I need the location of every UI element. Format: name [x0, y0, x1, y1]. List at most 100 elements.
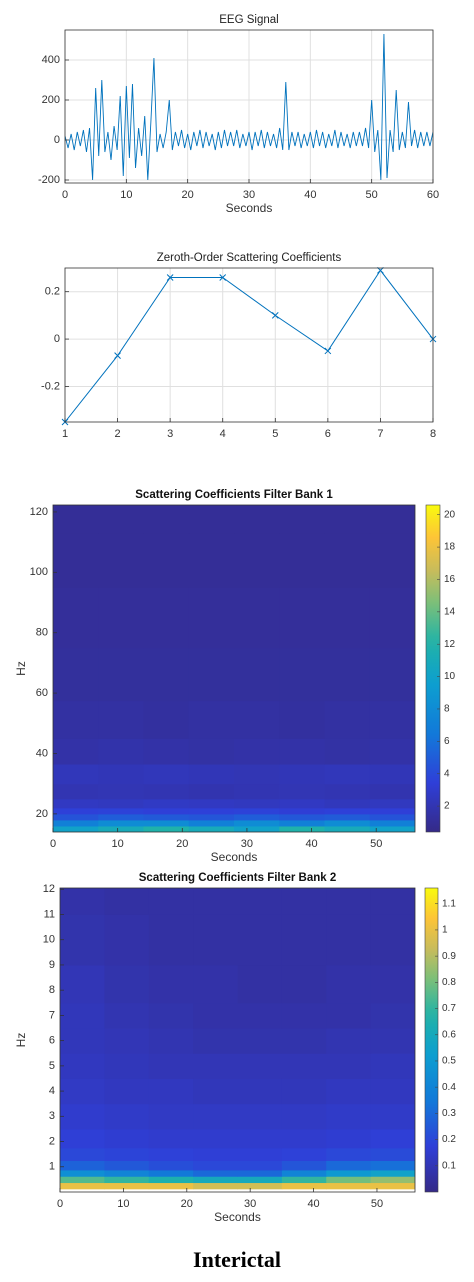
heatmap-cell	[370, 1160, 415, 1171]
x-tick-label: 6	[325, 428, 331, 440]
chart-title: Zeroth-Order Scattering Coefficients	[157, 252, 342, 264]
heatmap-cell	[370, 1128, 415, 1149]
x-tick-label: 50	[366, 189, 378, 201]
heatmap-cell	[104, 1078, 150, 1105]
heatmap-cell	[193, 1128, 238, 1149]
heatmap-cell	[326, 1147, 372, 1161]
x-tick-label: 10	[120, 189, 132, 201]
heatmap-cell	[370, 1002, 415, 1029]
heatmap-cell	[279, 825, 325, 832]
heatmap-cell	[369, 505, 415, 534]
heatmap-cell	[281, 1078, 327, 1105]
heatmap-cell	[234, 533, 280, 588]
heatmap-cell	[60, 1128, 105, 1149]
heatmap-cell	[369, 813, 415, 821]
heatmap-cell	[281, 914, 327, 966]
x-tick-label: 0	[62, 189, 68, 201]
x-tick-label: 40	[307, 1198, 319, 1210]
heatmap-cell	[324, 700, 371, 739]
heatmap-cell	[279, 807, 325, 815]
heatmap-cell	[98, 813, 144, 821]
heatmap-cell	[324, 819, 371, 827]
heatmap-cell	[53, 700, 99, 739]
colorbar-tick-label: 0.1	[442, 1160, 456, 1171]
heatmap-cell	[370, 1169, 415, 1177]
line	[65, 33, 433, 181]
y-tick-label: 2	[49, 1135, 55, 1147]
heatmap-cell	[104, 888, 150, 915]
colorbar-tick-label: 8	[444, 704, 450, 715]
y-tick-label: 20	[36, 808, 48, 820]
heatmap-cell	[237, 1147, 283, 1161]
heatmap-cell	[234, 764, 280, 785]
heatmap-cell	[279, 764, 325, 785]
heatmap-cell	[324, 813, 371, 821]
heatmap-cell	[53, 647, 99, 702]
heatmap-cell	[148, 1053, 194, 1079]
y-tick-label: 7	[49, 1009, 55, 1021]
heatmap-cell	[281, 1169, 327, 1177]
heatmap-cells	[60, 888, 415, 1190]
heatmap-cell	[279, 505, 325, 534]
heatmap-cell	[237, 1182, 283, 1190]
heatmap-cell	[188, 533, 235, 588]
heatmap-cell	[234, 783, 280, 800]
y-axis-label: Hz	[14, 1033, 28, 1048]
x-axis-label: Seconds	[226, 201, 273, 215]
heatmap-cell	[326, 1002, 372, 1029]
x-tick-label: 50	[370, 838, 382, 850]
marker	[219, 274, 227, 281]
heatmap-cell	[98, 764, 144, 785]
series	[65, 269, 433, 422]
chart-title: Scattering Coefficients Filter Bank 2	[139, 872, 336, 884]
y-tick-label: 60	[36, 687, 48, 699]
heatmap-cell	[370, 964, 415, 1004]
heatmap-cell	[104, 1053, 150, 1079]
heatmap-cell	[281, 1053, 327, 1079]
x-tick-label: 8	[430, 428, 436, 440]
colorbar	[424, 887, 439, 1193]
x-tick-label: 1	[62, 428, 68, 440]
heatmap-cell	[104, 1182, 150, 1190]
heatmap-cell	[60, 914, 105, 966]
x-tick-label: 0	[50, 838, 56, 850]
colorbar-tick-label: 16	[444, 574, 456, 585]
colorbar-tick-label: 18	[444, 542, 456, 553]
heatmap-cell	[60, 1160, 105, 1171]
y-tick-label: 200	[42, 94, 60, 106]
x-tick-label: 50	[371, 1198, 383, 1210]
heatmap-cell	[324, 825, 371, 832]
heatmap-cell	[369, 533, 415, 588]
colorbar-tick-label: 14	[444, 606, 456, 617]
heatmap-cell	[53, 819, 99, 827]
y-tick-label: 11	[44, 908, 55, 920]
y-tick-label: 6	[49, 1035, 55, 1047]
heatmap-cell	[98, 700, 144, 739]
heatmap-cell	[188, 798, 235, 809]
heatmap-cell	[370, 1078, 415, 1105]
heatmap-cell	[281, 1103, 327, 1130]
heatmap-cell	[324, 764, 371, 785]
heatmap-cell	[143, 825, 190, 832]
heatmap-cell	[324, 587, 371, 649]
heatmap-cell	[234, 700, 280, 739]
heatmap-cell	[281, 1176, 327, 1184]
heatmap-cell	[281, 964, 327, 1004]
heatmap-cell	[369, 819, 415, 827]
heatmap-cell	[148, 1002, 194, 1029]
colorbar-tick-label: 0.4	[442, 1082, 456, 1093]
y-tick-label: 3	[49, 1110, 55, 1122]
heatmap-cell	[234, 819, 280, 827]
axes-box	[59, 887, 416, 1193]
heatmap-cell	[324, 647, 371, 702]
x-tick-label: 7	[377, 428, 383, 440]
heatmap-cell	[143, 764, 190, 785]
heatmap-cell	[237, 914, 283, 966]
heatmap-cell	[143, 700, 190, 739]
x-tick-label: 20	[181, 1198, 193, 1210]
heatmap-cell	[148, 1128, 194, 1149]
heatmap-cell	[53, 587, 99, 649]
colorbar-tick-label: 0.6	[442, 1029, 456, 1040]
x-tick-label: 40	[304, 189, 316, 201]
heatmap-cell	[237, 1053, 283, 1079]
